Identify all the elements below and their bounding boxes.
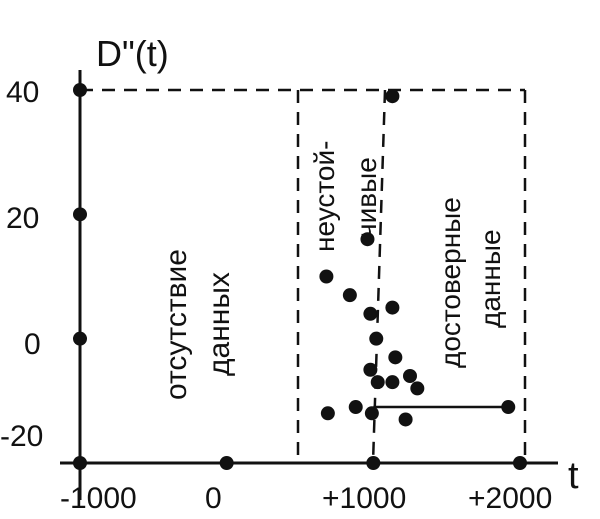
data-point: [73, 207, 87, 222]
region-label-line: неустой-: [309, 141, 340, 252]
y-axis-label: D"(t): [96, 33, 169, 74]
region-label-no-data: отсутствие данных: [160, 249, 236, 400]
region-label-line: данные: [475, 229, 506, 328]
x-axis-label: t: [568, 455, 579, 497]
data-point: [388, 350, 403, 365]
data-point: [363, 362, 378, 377]
data-point: [385, 89, 400, 104]
data-point: [360, 232, 375, 247]
data-point: [73, 456, 87, 470]
data-point: [513, 456, 527, 470]
region-label-line: чивые: [351, 157, 382, 238]
points-layer: [73, 83, 527, 470]
axes: [60, 70, 558, 500]
y-tick-label: -20: [0, 420, 43, 453]
region-boxes: [80, 88, 527, 464]
x-tick-label: -1000: [60, 482, 137, 515]
data-point: [385, 375, 400, 390]
data-point: [342, 288, 357, 303]
region-label-line: отсутствие: [160, 249, 193, 400]
y-tick-label: 0: [24, 328, 41, 361]
x-tick-label: +2000: [468, 482, 552, 515]
y-tick-label: 20: [6, 202, 39, 235]
data-point: [219, 456, 234, 470]
region-label-reliable: достоверные данные: [435, 197, 506, 368]
data-point: [348, 400, 363, 415]
y-tick-label: 40: [6, 76, 39, 109]
region-label-line: достоверные: [435, 197, 466, 368]
unstable-reliable-boundary: [371, 89, 387, 464]
data-point: [410, 381, 425, 396]
data-point: [73, 83, 87, 97]
data-point: [364, 406, 379, 421]
x-tick-label: 0: [205, 482, 222, 515]
data-point: [320, 406, 335, 421]
data-point: [501, 400, 516, 415]
data-point: [363, 306, 378, 321]
data-point: [369, 331, 384, 346]
data-point: [370, 375, 385, 390]
data-point: [73, 331, 87, 346]
data-point: [366, 456, 381, 470]
data-point: [319, 269, 334, 284]
data-point: [403, 368, 417, 383]
region-label-line: данных: [203, 272, 236, 376]
data-point: [385, 300, 400, 315]
data-point: [398, 412, 413, 427]
region-label-unstable: неустой- чивые: [309, 141, 382, 252]
x-tick-label: +1000: [322, 482, 406, 515]
